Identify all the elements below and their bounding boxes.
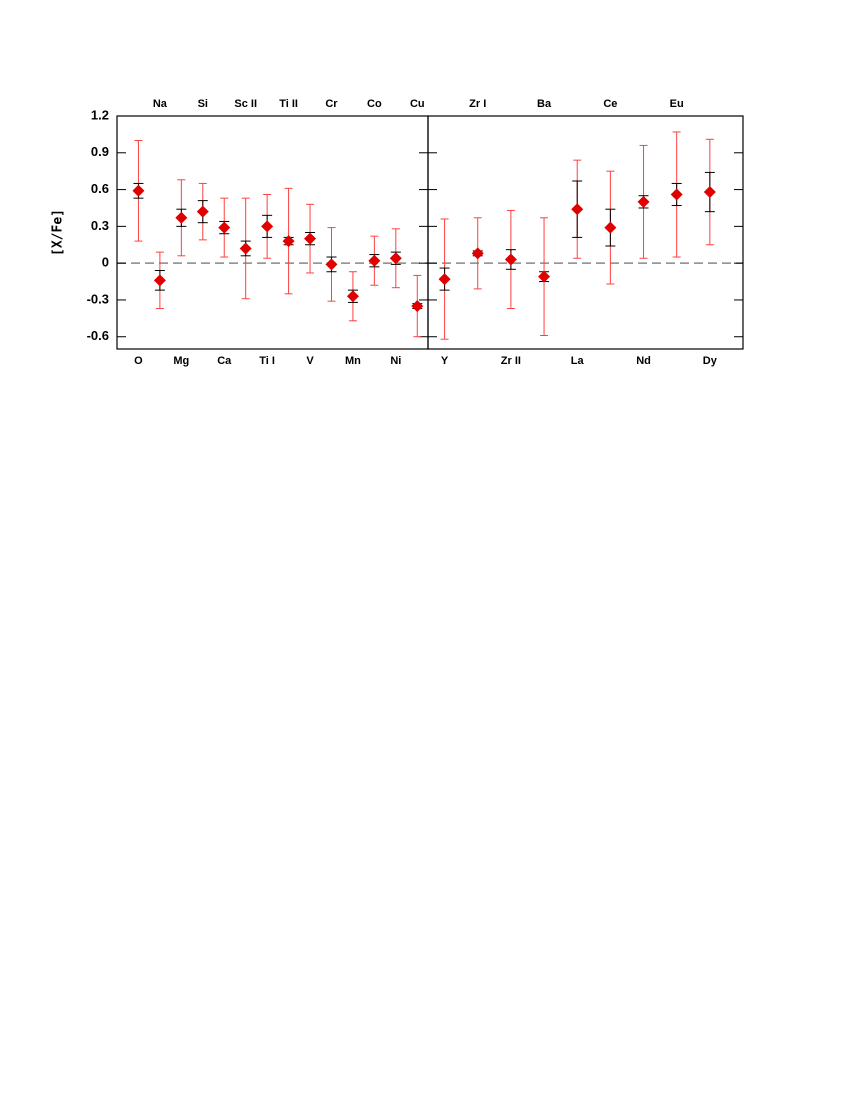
y-tick-label: 0.9 [91, 144, 109, 159]
x-tick-label: Sc II [234, 98, 257, 110]
x-tick-label: Ti I [259, 355, 275, 367]
marker [153, 274, 166, 287]
y-tick-label: -0.6 [87, 328, 109, 343]
marker [218, 221, 231, 234]
x-tick-label: V [306, 355, 314, 367]
marker [325, 258, 338, 271]
x-tick-label: Si [198, 98, 208, 110]
y-tick-label: 0 [102, 255, 109, 270]
y-axis-label: [X/Fe] [51, 209, 66, 256]
x-tick-label: Eu [670, 98, 684, 110]
x-tick-label: O [134, 355, 143, 367]
x-tick-label: Dy [703, 355, 718, 367]
panel-frame [427, 115, 744, 350]
marker [368, 254, 381, 267]
x-tick-label: Ni [390, 355, 401, 367]
marker [261, 220, 274, 233]
marker [282, 235, 295, 248]
x-tick-label: La [571, 355, 585, 367]
marker [175, 211, 188, 224]
marker [670, 188, 683, 201]
marker [637, 195, 650, 208]
y-tick-label: 0.6 [91, 181, 109, 196]
x-tick-label: Zr II [501, 355, 521, 367]
marker [239, 242, 252, 255]
marker [438, 273, 451, 286]
x-tick-label: Nd [636, 355, 651, 367]
x-tick-label: Mn [345, 355, 361, 367]
marker [346, 290, 359, 303]
x-tick-label: Mg [173, 355, 189, 367]
marker [571, 203, 584, 216]
x-tick-label: Na [153, 98, 168, 110]
y-tick-label: 0.3 [91, 218, 109, 233]
x-tick-label: Ba [537, 98, 552, 110]
marker [471, 247, 484, 260]
y-tick-label: 1.2 [91, 107, 109, 122]
y-tick-label: -0.3 [87, 291, 109, 306]
panel-frame [116, 115, 429, 350]
x-tick-label: Ti II [279, 98, 298, 110]
marker [196, 205, 209, 218]
marker [411, 300, 424, 313]
marker [504, 253, 517, 266]
x-tick-label: Ca [217, 355, 232, 367]
x-tick-label: Ce [603, 98, 617, 110]
x-tick-label: Cr [325, 98, 338, 110]
x-tick-label: Y [441, 355, 449, 367]
marker [703, 186, 716, 199]
marker [604, 221, 617, 234]
marker [538, 270, 551, 283]
x-tick-label: Co [367, 98, 382, 110]
x-tick-label: Zr I [469, 98, 486, 110]
marker [389, 252, 402, 265]
marker [132, 184, 145, 197]
x-tick-label: Cu [410, 98, 425, 110]
marker [304, 232, 317, 245]
